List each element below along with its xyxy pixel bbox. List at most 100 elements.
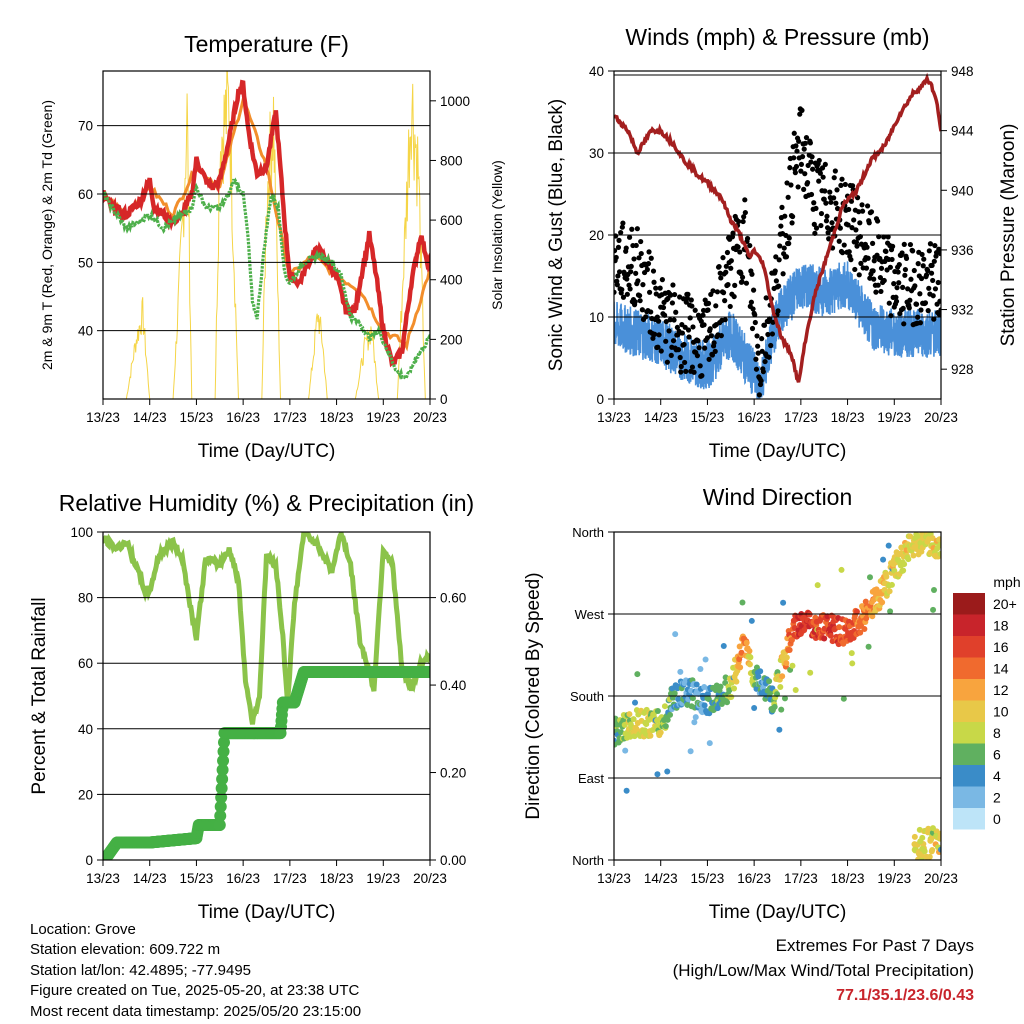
gust-point [929,262,935,268]
gust-point [636,255,642,261]
direction-point [746,648,753,655]
plot-area [614,532,941,860]
y-tick-label: 40 [589,64,604,79]
y-right-tick-label: 944 [951,124,974,139]
legend-title: mph [993,574,1020,590]
gust-point [710,288,716,294]
gust-point [701,322,707,328]
gust-point [628,269,634,275]
y-tick-label: 20 [78,787,93,802]
x-tick-label: 13/23 [597,410,631,425]
gust-point [937,250,941,257]
gust-point [865,255,871,261]
precipitation-point [216,763,229,776]
direction-point [702,656,709,663]
direction-point [706,740,713,747]
gust-point [832,168,838,174]
gust-point [759,336,765,342]
gust-point [928,270,935,276]
y-right-tick-label: 948 [951,64,974,79]
gust-point [859,208,866,214]
y-tick-label: 10 [589,310,604,325]
gust-point [724,249,731,256]
chart-title: Temperature (F) [184,31,349,57]
x-tick-label: 15/23 [180,410,214,425]
location-text: Location: Grove [30,921,136,938]
gust-point [930,293,936,299]
gust-point [756,392,762,398]
gust-point [629,226,635,232]
legend-swatch [953,679,985,701]
gust-point [919,251,925,258]
direction-point [937,542,941,549]
y-tick-label: 80 [78,591,93,606]
direction-point [664,768,671,775]
gust-point [713,303,719,309]
direction-point [937,550,941,557]
chart-title: Wind Direction [703,484,853,510]
gust-point [922,300,929,306]
gust-point [679,330,686,336]
direction-point [677,668,684,675]
gust-point [856,272,862,278]
gust-point [923,272,930,278]
gust-point [634,226,640,232]
gust-point [853,227,859,233]
gust-point [718,333,724,339]
y-tick-label: 40 [78,324,93,339]
legend-label: 12 [993,682,1009,698]
gust-point [685,291,691,297]
x-tick-label: 18/23 [320,410,354,425]
x-tick-label: 19/23 [877,410,911,425]
legend-label: 6 [993,747,1001,763]
gust-point [673,309,679,315]
gust-point [658,348,664,354]
gust-point [790,213,796,220]
gust-point [655,344,661,350]
gust-point [639,307,645,313]
plot-area [103,71,430,399]
gust-point [846,249,852,255]
gust-point [671,317,677,323]
gust-point [749,271,755,277]
gust-point [628,263,634,269]
series-line-relative-humidity [103,532,430,725]
series-line-station-pressure [614,72,941,383]
y-tick-label: 60 [78,656,93,671]
recent-text: Most recent data timestamp: 2025/05/20 2… [30,1002,362,1020]
legend-label: 18 [993,618,1009,634]
gust-point [885,234,891,240]
gust-point [932,242,938,249]
gust-point [682,359,688,366]
gust-point [743,280,750,286]
gust-point [717,270,723,276]
gust-point [825,229,831,236]
gust-point [712,348,718,354]
gust-point [910,248,916,254]
x-axis-label: Time (Day/UTC) [198,902,336,923]
y-right-tick-label: 200 [440,332,463,347]
gust-point [697,363,703,369]
gust-point [735,244,741,250]
gust-point [750,306,756,312]
latlon-text: Station lat/lon: 42.4895; -77.9495 [30,961,252,979]
plot-area [614,72,941,399]
gust-point [848,257,854,263]
legend-label: 8 [993,725,1001,741]
direction-point [789,662,796,669]
y-tick-label: 0 [596,392,604,407]
gust-point [765,331,771,338]
gust-point [615,273,621,279]
gust-point [730,230,736,236]
gust-point [901,241,907,247]
gust-point [614,282,620,288]
y-right-tick-label: 0.60 [440,591,466,606]
legend-swatch [953,593,985,615]
gust-point [725,282,731,288]
direction-point [701,702,708,709]
gust-point [681,341,687,348]
x-tick-label: 13/23 [86,410,120,425]
direction-point [755,673,762,680]
legend-label: 14 [993,661,1009,677]
gust-point [736,218,742,225]
